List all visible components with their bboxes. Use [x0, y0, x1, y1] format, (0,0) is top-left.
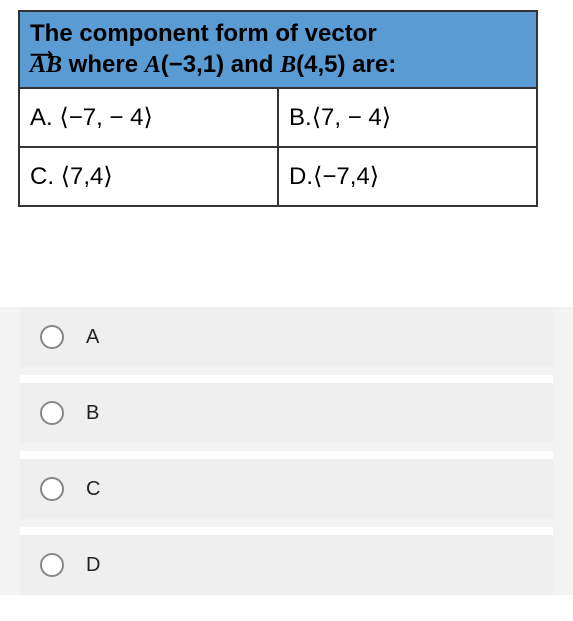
- q-part2: and: [224, 51, 280, 78]
- radio-icon[interactable]: [40, 325, 64, 349]
- answer-D-value: ⟨−7,4⟩: [313, 163, 379, 190]
- q-part3: are:: [346, 51, 397, 78]
- option-label-D: D: [86, 554, 100, 577]
- question-header-cell: The component form of vector ⟶ AB where …: [19, 11, 537, 88]
- q-part1: where: [62, 51, 145, 78]
- point-A-label: A: [145, 52, 161, 78]
- answer-B-prefix: B.: [289, 104, 312, 131]
- option-row-C[interactable]: C: [20, 459, 553, 519]
- option-label-C: C: [86, 478, 100, 501]
- radio-icon[interactable]: [40, 477, 64, 501]
- radio-icon[interactable]: [40, 401, 64, 425]
- question-line1: The component form of vector: [30, 20, 377, 47]
- answer-cell-D: D.⟨−7,4⟩: [278, 147, 537, 206]
- vector-AB-notation: ⟶ AB: [30, 50, 62, 81]
- option-row-B[interactable]: B: [20, 383, 553, 443]
- question-table: The component form of vector ⟶ AB where …: [18, 10, 538, 207]
- answer-D-prefix: D.: [289, 163, 313, 190]
- answer-C-prefix: C.: [30, 163, 61, 190]
- answer-cell-C: C. ⟨7,4⟩: [19, 147, 278, 206]
- answer-C-value: ⟨7,4⟩: [61, 163, 113, 190]
- point-A-coords: (−3,1): [161, 51, 224, 78]
- point-B-coords: (4,5): [296, 51, 345, 78]
- answer-cell-B: B.⟨7, − 4⟩: [278, 88, 537, 147]
- option-row-A[interactable]: A: [20, 307, 553, 367]
- option-row-D[interactable]: D: [20, 535, 553, 595]
- options-area: A B C D: [0, 307, 573, 595]
- point-B-label: B: [280, 52, 296, 78]
- answer-A-value: ⟨−7, − 4⟩: [59, 104, 152, 131]
- answer-B-value: ⟨7, − 4⟩: [312, 104, 391, 131]
- vector-arrow-icon: ⟶: [30, 46, 62, 67]
- radio-icon[interactable]: [40, 553, 64, 577]
- option-label-A: A: [86, 326, 99, 349]
- answer-cell-A: A. ⟨−7, − 4⟩: [19, 88, 278, 147]
- option-label-B: B: [86, 402, 99, 425]
- answer-A-prefix: A.: [30, 104, 59, 131]
